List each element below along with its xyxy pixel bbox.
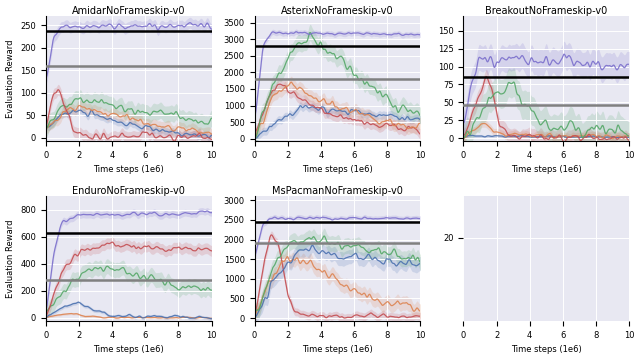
Title: BreakoutNoFrameskip-v0: BreakoutNoFrameskip-v0 [485, 5, 607, 15]
X-axis label: Time steps (1e6): Time steps (1e6) [511, 346, 582, 355]
Y-axis label: Evaluation Reward: Evaluation Reward [6, 220, 15, 298]
X-axis label: Time steps (1e6): Time steps (1e6) [93, 166, 164, 175]
Title: EnduroNoFrameskip-v0: EnduroNoFrameskip-v0 [72, 185, 185, 195]
Title: MsPacmanNoFrameskip-v0: MsPacmanNoFrameskip-v0 [272, 185, 403, 195]
Title: AmidarNoFrameskip-v0: AmidarNoFrameskip-v0 [72, 5, 186, 15]
X-axis label: Time steps (1e6): Time steps (1e6) [511, 166, 582, 175]
X-axis label: Time steps (1e6): Time steps (1e6) [93, 346, 164, 355]
Title: AsterixNoFrameskip-v0: AsterixNoFrameskip-v0 [281, 5, 394, 15]
X-axis label: Time steps (1e6): Time steps (1e6) [302, 166, 373, 175]
Y-axis label: Evaluation Reward: Evaluation Reward [6, 40, 15, 118]
X-axis label: Time steps (1e6): Time steps (1e6) [302, 346, 373, 355]
